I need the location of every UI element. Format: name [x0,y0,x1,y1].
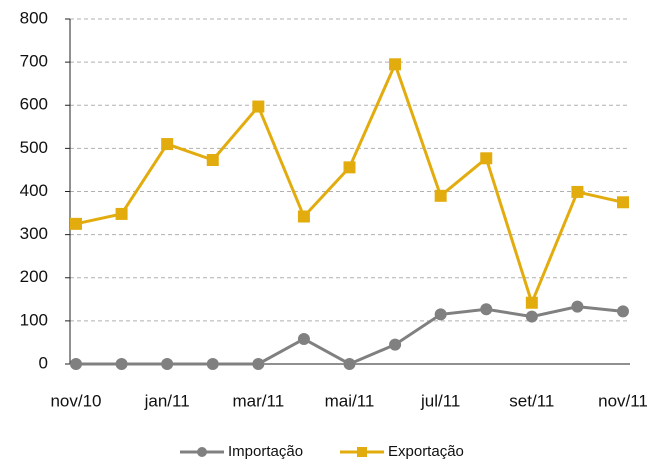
legend: Importação Exportação [180,443,464,460]
y-tick-label: 300 [20,224,48,243]
marker [161,138,174,151]
marker [70,217,82,230]
marker [434,189,447,202]
marker [525,296,538,309]
marker [297,332,310,345]
x-tick-label: nov/10 [50,391,101,410]
legend-label: Importação [228,443,303,460]
marker [343,161,356,174]
marker [115,358,128,370]
series-line [75,60,624,308]
y-tick-label: 0 [39,353,48,372]
y-tick-label: 600 [20,95,48,114]
marker [525,310,538,323]
marker [70,358,82,370]
y-tick-label: 400 [20,181,48,200]
marker [571,185,584,198]
y-tick-label: 700 [20,52,48,71]
x-tick-label: jan/11 [144,391,190,410]
legend-marker [357,447,367,457]
marker [297,210,310,223]
x-tick-label: mai/11 [325,391,375,410]
marker [206,154,219,167]
marker [434,308,447,321]
marker [115,207,128,220]
marker [252,100,265,113]
series-line [76,305,624,366]
y-tick-label: 200 [20,267,48,286]
y-tick-label: 800 [20,8,48,27]
y-tick-label: 500 [20,138,48,157]
marker [389,58,402,71]
marker [252,358,265,370]
legend-label: Exportação [388,443,464,460]
x-tick-label: nov/11 [598,391,648,410]
x-tick-label: set/11 [509,391,554,410]
x-tick-label: mar/11 [233,391,285,410]
marker [343,358,356,370]
marker [480,303,493,316]
marker [206,358,219,370]
marker [389,338,402,351]
marker [480,152,493,165]
marker [571,300,584,313]
y-tick-label: 100 [20,310,48,329]
x-tick-label: jul/11 [420,391,460,410]
legend-marker [197,447,207,457]
marker [617,196,629,209]
marker [617,305,629,318]
marker [161,358,174,370]
